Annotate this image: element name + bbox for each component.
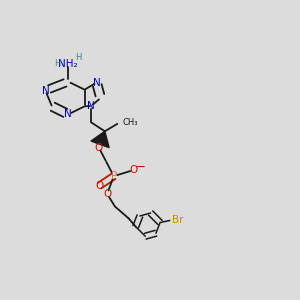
Text: P: P — [111, 171, 117, 181]
Text: CH₃: CH₃ — [123, 118, 138, 127]
Text: NH₂: NH₂ — [58, 59, 78, 69]
Text: N: N — [87, 101, 95, 111]
Text: O: O — [95, 181, 104, 191]
Text: O: O — [95, 142, 103, 153]
Text: −: − — [135, 161, 146, 174]
Text: N: N — [41, 85, 49, 96]
Text: H: H — [75, 53, 81, 62]
Text: N: N — [64, 109, 72, 119]
Text: O: O — [129, 165, 137, 175]
Text: N: N — [93, 77, 101, 88]
Text: H: H — [54, 59, 61, 68]
Polygon shape — [91, 131, 109, 148]
Text: O: O — [103, 189, 111, 199]
Text: Br: Br — [172, 215, 184, 225]
